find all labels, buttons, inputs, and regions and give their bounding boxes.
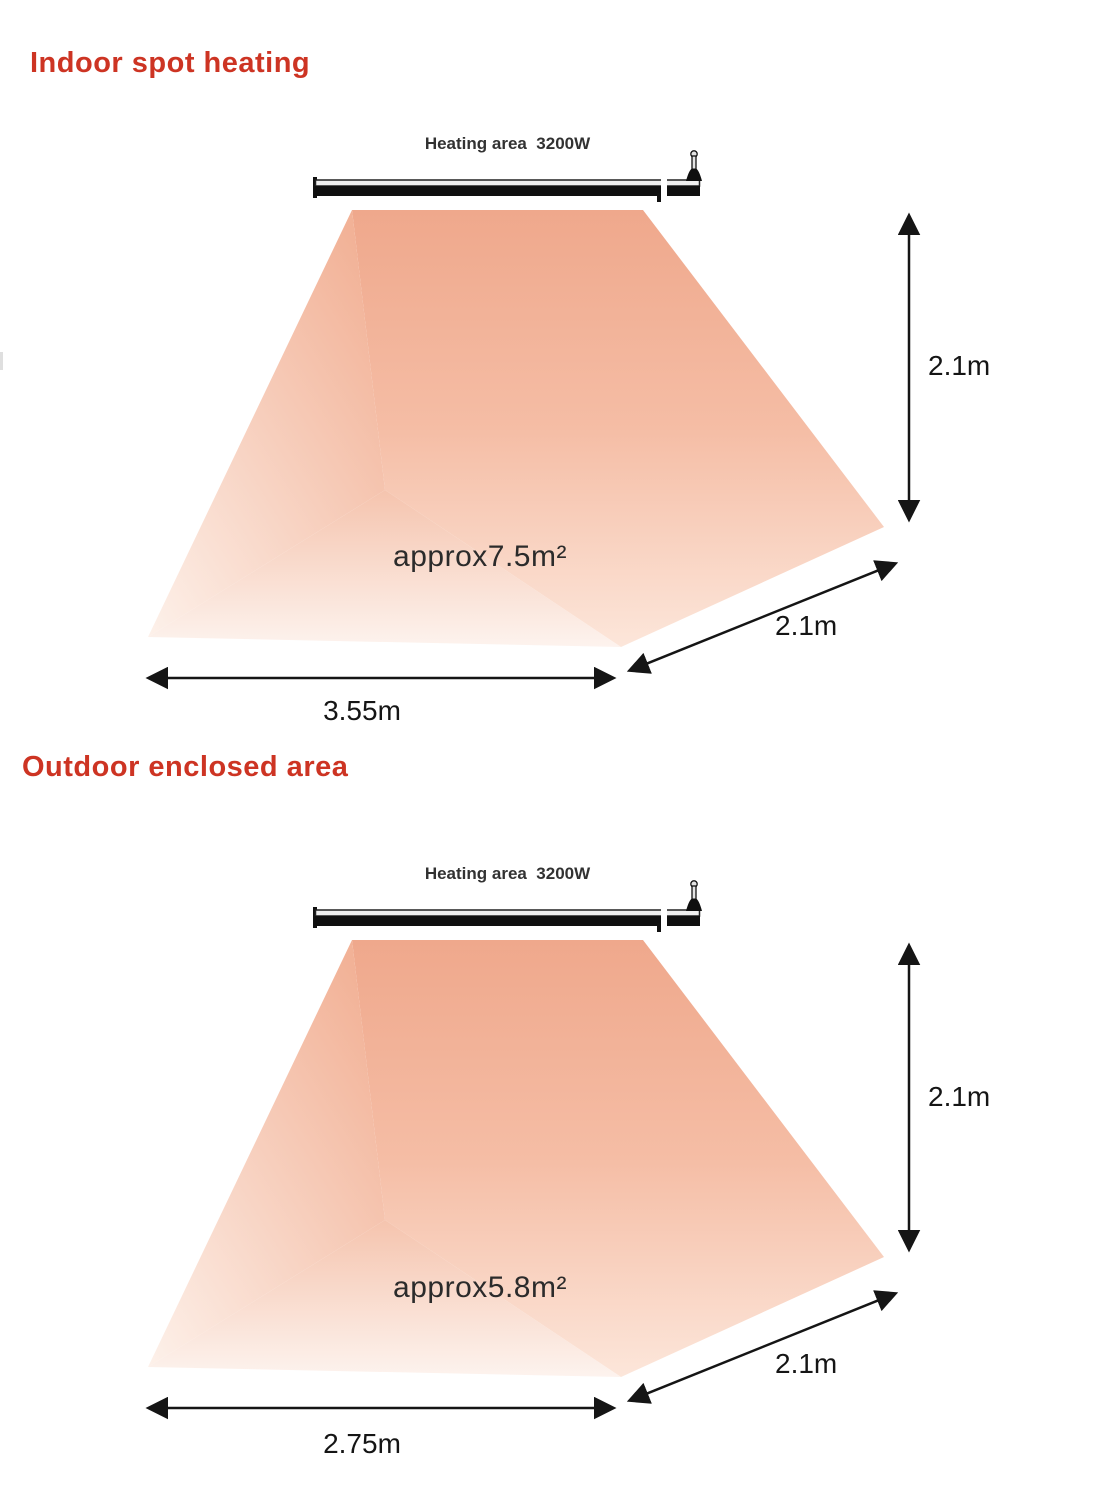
depth-dimension-label-outdoor: 2.1m (775, 1348, 838, 1379)
depth-dimension-label-indoor: 2.1m (775, 610, 838, 641)
diagram-outdoor-graphics (148, 881, 909, 1408)
coverage-area-label-indoor: approx7.5m² (393, 540, 567, 573)
scan-artifact (0, 352, 3, 370)
height-dimension-label-indoor: 2.1m (928, 350, 991, 381)
section-title-outdoor: Outdoor enclosed area (22, 751, 349, 783)
heater-power-label-indoor: Heating area 3200W (424, 134, 591, 153)
height-dimension-label-outdoor: 2.1m (928, 1081, 991, 1112)
coverage-area-label-outdoor: approx5.8m² (393, 1271, 567, 1304)
section-title-indoor: Indoor spot heating (30, 47, 311, 79)
heater-power-label-outdoor: Heating area 3200W (424, 864, 591, 883)
width-dimension-label-outdoor: 2.75m (323, 1428, 401, 1459)
diagram-indoor-graphics (148, 151, 909, 678)
width-dimension-label-indoor: 3.55m (323, 695, 401, 726)
